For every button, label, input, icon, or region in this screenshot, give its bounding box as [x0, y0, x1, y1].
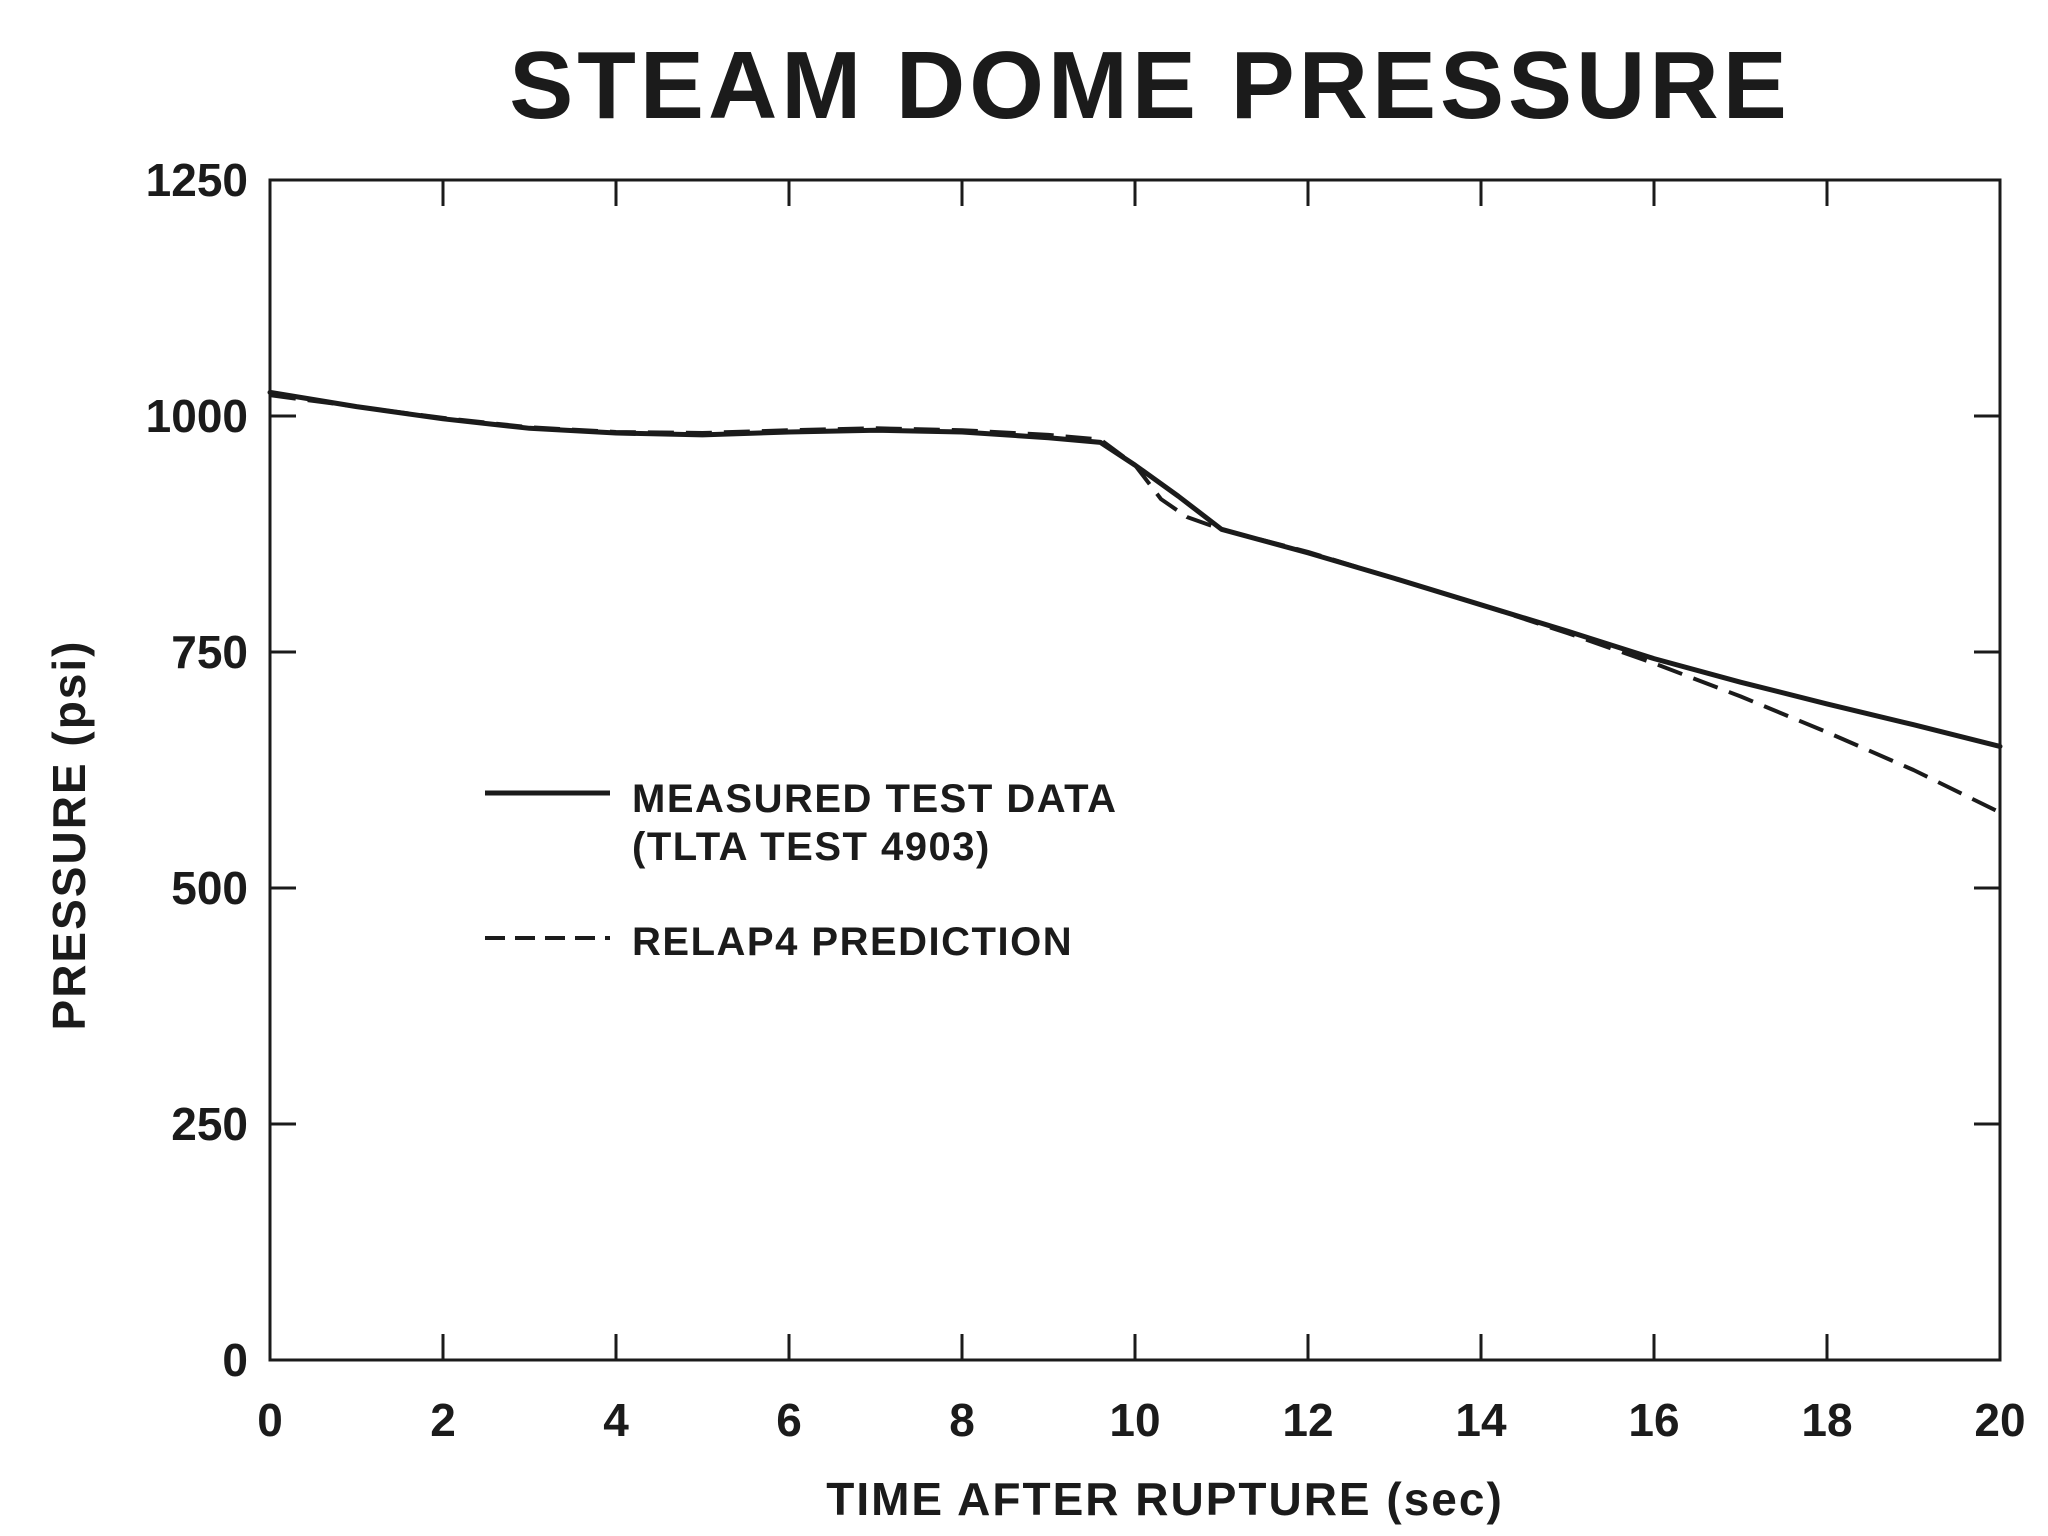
legend-label-measured-line2: (TLTA TEST 4903) — [632, 825, 991, 869]
y-tick-label: 1000 — [146, 390, 248, 442]
x-tick-label: 2 — [430, 1394, 456, 1446]
y-tick-label: 1250 — [146, 154, 248, 206]
x-axis-tick-labels: 0 2 4 6 8 10 12 14 16 18 20 — [257, 1394, 2025, 1446]
series-line-relap4-prediction — [269, 393, 2001, 815]
x-tick-label: 8 — [949, 1394, 975, 1446]
x-tick-label: 12 — [1282, 1394, 1333, 1446]
legend: MEASURED TEST DATA (TLTA TEST 4903) RELA… — [485, 777, 1118, 964]
y-tick-label: 750 — [171, 626, 248, 678]
legend-label-relap4: RELAP4 PREDICTION — [632, 920, 1073, 964]
x-tick-label: 6 — [776, 1394, 802, 1446]
plot-frame — [268, 178, 2002, 1362]
x-tick-label: 20 — [1974, 1394, 2025, 1446]
x-tick-label: 14 — [1455, 1394, 1507, 1446]
series-line-measured-test-data — [267, 389, 2003, 749]
y-tick-label: 500 — [171, 862, 248, 914]
y-axis-tick-labels: 0 250 500 750 1000 1250 — [146, 154, 248, 1386]
x-tick-label: 18 — [1801, 1394, 1852, 1446]
y-tick-label: 250 — [171, 1098, 248, 1150]
x-axis-label: TIME AFTER RUPTURE (sec) — [826, 1473, 1504, 1525]
x-tick-label: 0 — [257, 1394, 283, 1446]
y-axis-ticks — [270, 414, 2000, 1126]
y-axis-label: PRESSURE (psi) — [43, 640, 95, 1031]
x-tick-label: 4 — [603, 1394, 629, 1446]
x-axis-ticks — [441, 180, 1829, 1360]
y-tick-label: 0 — [222, 1334, 248, 1386]
x-tick-label: 10 — [1109, 1394, 1160, 1446]
chart-title: STEAM DOME PRESSURE — [509, 32, 1790, 139]
legend-label-measured-line1: MEASURED TEST DATA — [632, 777, 1118, 821]
x-tick-label: 16 — [1628, 1394, 1679, 1446]
